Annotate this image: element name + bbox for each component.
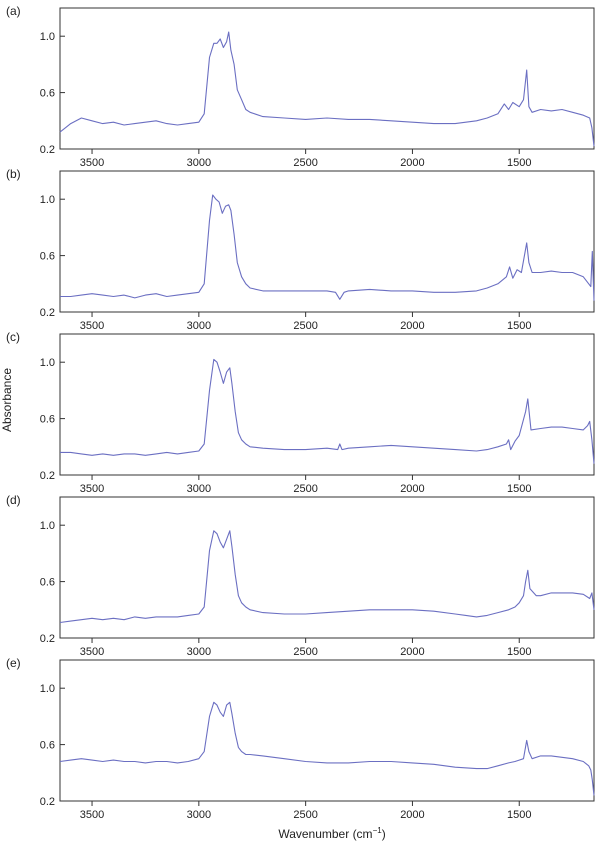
y-tick-label: 1.0 xyxy=(40,31,55,43)
panel-c: (c) 0.2 0.6 1.0 3500 3000 2500 2000 1500 xyxy=(6,330,595,495)
x-tick-label: 1500 xyxy=(507,157,531,169)
x-tick-label: 3500 xyxy=(80,157,104,169)
plot-frame xyxy=(59,7,595,150)
y-tick-label: 0.2 xyxy=(40,633,55,645)
x-tick-label: 1500 xyxy=(507,320,531,332)
x-tick-label: 2000 xyxy=(400,646,424,658)
y-tick-label: 0.2 xyxy=(40,470,55,482)
plot-frame xyxy=(59,659,595,802)
y-tick-label: 0.6 xyxy=(40,740,55,752)
panel-a: (a) 0.2 0.6 1.0 3500 3000 2500 2000 1500 xyxy=(6,4,595,169)
panel-b: (b) 0.2 0.6 1.0 3500 3000 2500 2000 1500 xyxy=(6,167,595,332)
x-tick-label: 1500 xyxy=(507,483,531,495)
x-tick-label: 3500 xyxy=(80,809,104,821)
panel-d: (d) 0.2 0.6 1.0 3500 3000 2500 2000 1500 xyxy=(6,493,595,658)
x-axis-title: Wavenumber (cm−1) xyxy=(278,826,385,841)
x-tick-label: 3000 xyxy=(187,483,211,495)
y-tick-label: 1.0 xyxy=(40,357,55,369)
x-tick-label: 3000 xyxy=(187,809,211,821)
x-tick-label: 3000 xyxy=(187,646,211,658)
x-tick-label: 2000 xyxy=(400,483,424,495)
x-tick-label: 3500 xyxy=(80,483,104,495)
plot-frame xyxy=(59,333,595,476)
y-tick-label: 0.6 xyxy=(40,88,55,100)
y-tick-label: 0.2 xyxy=(40,796,55,808)
spectrum-line xyxy=(60,358,595,464)
x-axis-title-close: ) xyxy=(382,827,386,841)
y-tick-label: 0.2 xyxy=(40,307,55,319)
y-tick-label: 0.6 xyxy=(40,577,55,589)
panel-label: (b) xyxy=(6,167,21,181)
spectrum-line xyxy=(59,701,595,796)
panel-e: (e) 0.2 0.6 1.0 3500 3000 2500 2000 1500 xyxy=(6,656,595,821)
plot-frame xyxy=(59,170,595,313)
panel-label: (e) xyxy=(6,656,21,670)
x-tick-label: 3000 xyxy=(187,157,211,169)
y-tick-label: 1.0 xyxy=(40,683,55,695)
y-tick-label: 1.0 xyxy=(40,194,55,206)
y-tick-label: 1.0 xyxy=(40,520,55,532)
y-tick-label: 0.2 xyxy=(40,144,55,156)
x-tick-label: 2500 xyxy=(293,157,317,169)
x-axis-title-exponent: −1 xyxy=(373,826,383,835)
x-tick-label: 1500 xyxy=(507,646,531,658)
spectrum-line xyxy=(59,31,595,147)
x-tick-label: 2500 xyxy=(293,320,317,332)
x-tick-label: 3500 xyxy=(80,320,104,332)
x-tick-label: 2500 xyxy=(293,809,317,821)
y-axis-title: Absorbance xyxy=(0,368,14,432)
x-tick-label: 2500 xyxy=(293,646,317,658)
y-tick-label: 0.6 xyxy=(40,251,55,263)
panels: (a) 0.2 0.6 1.0 3500 3000 2500 2000 1500 (b) 0.2 0.… xyxy=(6,4,595,821)
x-tick-label: 1500 xyxy=(507,809,531,821)
spectrum-line xyxy=(59,530,595,624)
y-tick-label: 0.6 xyxy=(40,414,55,426)
plot-frame xyxy=(59,496,595,639)
x-tick-label: 2000 xyxy=(400,320,424,332)
x-axis-title-main: Wavenumber (cm xyxy=(278,827,372,841)
spectrum-line xyxy=(60,194,595,301)
x-tick-label: 3000 xyxy=(187,320,211,332)
x-tick-label: 2500 xyxy=(293,483,317,495)
panel-label: (a) xyxy=(6,4,21,18)
x-tick-label: 3500 xyxy=(80,646,104,658)
panel-label: (d) xyxy=(6,493,21,507)
x-tick-label: 2000 xyxy=(400,157,424,169)
x-tick-label: 2000 xyxy=(400,809,424,821)
panel-label: (c) xyxy=(6,330,20,344)
